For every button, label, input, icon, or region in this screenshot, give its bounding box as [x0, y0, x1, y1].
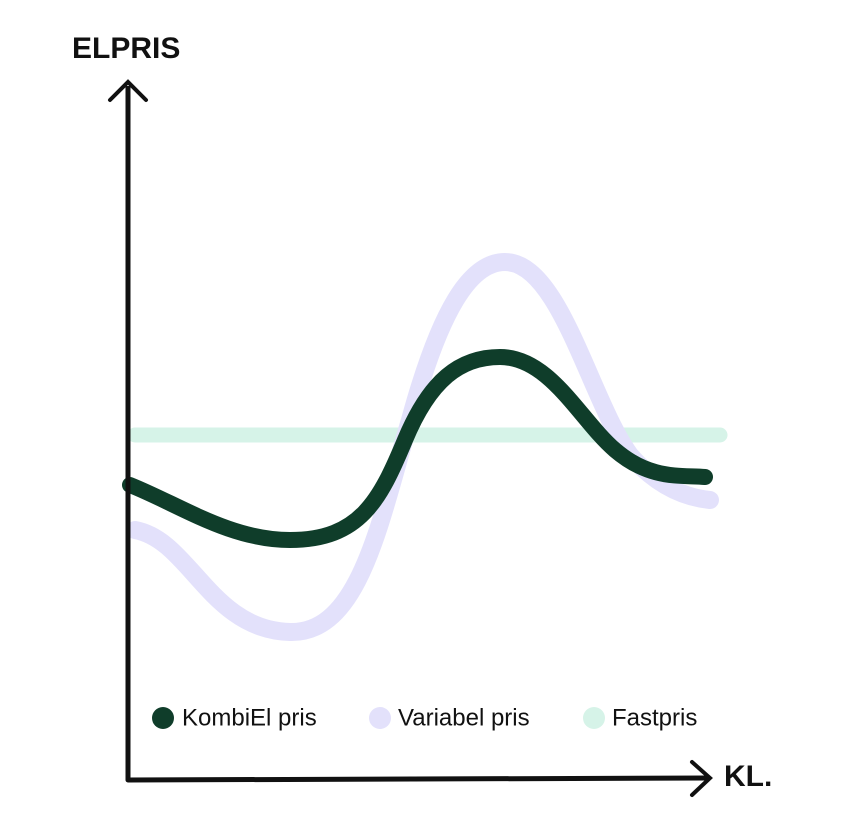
y-arrow	[108, 79, 148, 102]
legend-label: Variabel pris	[398, 704, 530, 731]
axes	[125, 86, 709, 783]
kombiel-curve	[122, 348, 713, 549]
legend-swatch	[369, 707, 391, 729]
x-arrow	[690, 760, 713, 797]
legend-swatch	[583, 707, 605, 729]
legend-swatch	[152, 707, 174, 729]
legend-label: KombiEl pris	[182, 704, 317, 731]
x-axis-label: KL.	[724, 760, 772, 793]
y-axis-label: ELPRIS	[72, 32, 180, 65]
legend-label: Fastpris	[612, 704, 697, 731]
variabel-curve	[126, 252, 719, 642]
